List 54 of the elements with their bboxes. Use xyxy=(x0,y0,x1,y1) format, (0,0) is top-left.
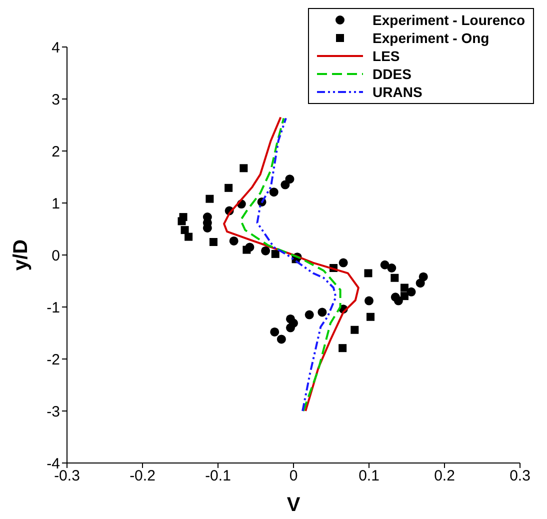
point xyxy=(350,326,359,334)
legend-label: Experiment - Lourenco xyxy=(372,12,525,28)
point xyxy=(178,217,186,226)
point xyxy=(416,278,425,288)
x-tick-label: 0.3 xyxy=(510,468,530,485)
point xyxy=(387,264,396,272)
x-tick-label: -0.2 xyxy=(130,468,156,485)
point xyxy=(390,274,399,282)
point xyxy=(206,194,214,203)
point xyxy=(180,226,189,234)
x-tick-label: -0.1 xyxy=(205,468,231,485)
line-series xyxy=(223,116,360,412)
point xyxy=(245,242,254,252)
legend-label: URANS xyxy=(372,84,422,100)
point xyxy=(276,334,286,344)
y-tick-label: -3 xyxy=(46,403,60,420)
y-tick-label: -2 xyxy=(46,351,60,368)
line-series xyxy=(256,117,337,412)
point xyxy=(380,260,390,270)
point xyxy=(286,323,295,332)
point xyxy=(271,250,280,258)
y-tick-label: 4 xyxy=(52,39,60,56)
legend-label: DDES xyxy=(372,66,412,82)
point xyxy=(240,164,248,172)
point xyxy=(224,184,233,192)
point xyxy=(406,287,416,296)
point xyxy=(364,269,372,278)
x-axis-title: V xyxy=(286,494,301,516)
y-tick-label: 1 xyxy=(52,195,60,212)
y-tick-label: 3 xyxy=(52,91,60,108)
point xyxy=(318,308,327,317)
point xyxy=(338,258,348,268)
point xyxy=(270,327,280,336)
point xyxy=(364,296,374,306)
legend-label: LES xyxy=(372,48,400,64)
point xyxy=(184,232,193,241)
point xyxy=(366,312,375,321)
y-axis-title: y/D xyxy=(10,239,32,271)
point xyxy=(304,310,314,320)
x-tick-label: 0.1 xyxy=(358,468,380,485)
point xyxy=(338,344,347,352)
point xyxy=(285,174,294,184)
y-tick-label: 2 xyxy=(52,143,60,160)
x-tick-label: 0.2 xyxy=(434,468,455,485)
point xyxy=(394,296,403,306)
point xyxy=(229,236,238,246)
point xyxy=(400,284,408,292)
point xyxy=(261,246,270,256)
point xyxy=(209,238,218,246)
point xyxy=(269,188,278,197)
legend-label: Experiment - Ong xyxy=(372,30,490,46)
y-tick-label: 0 xyxy=(52,247,60,264)
y-tick-label: -1 xyxy=(46,299,60,316)
x-tick-label: 0 xyxy=(289,468,298,485)
